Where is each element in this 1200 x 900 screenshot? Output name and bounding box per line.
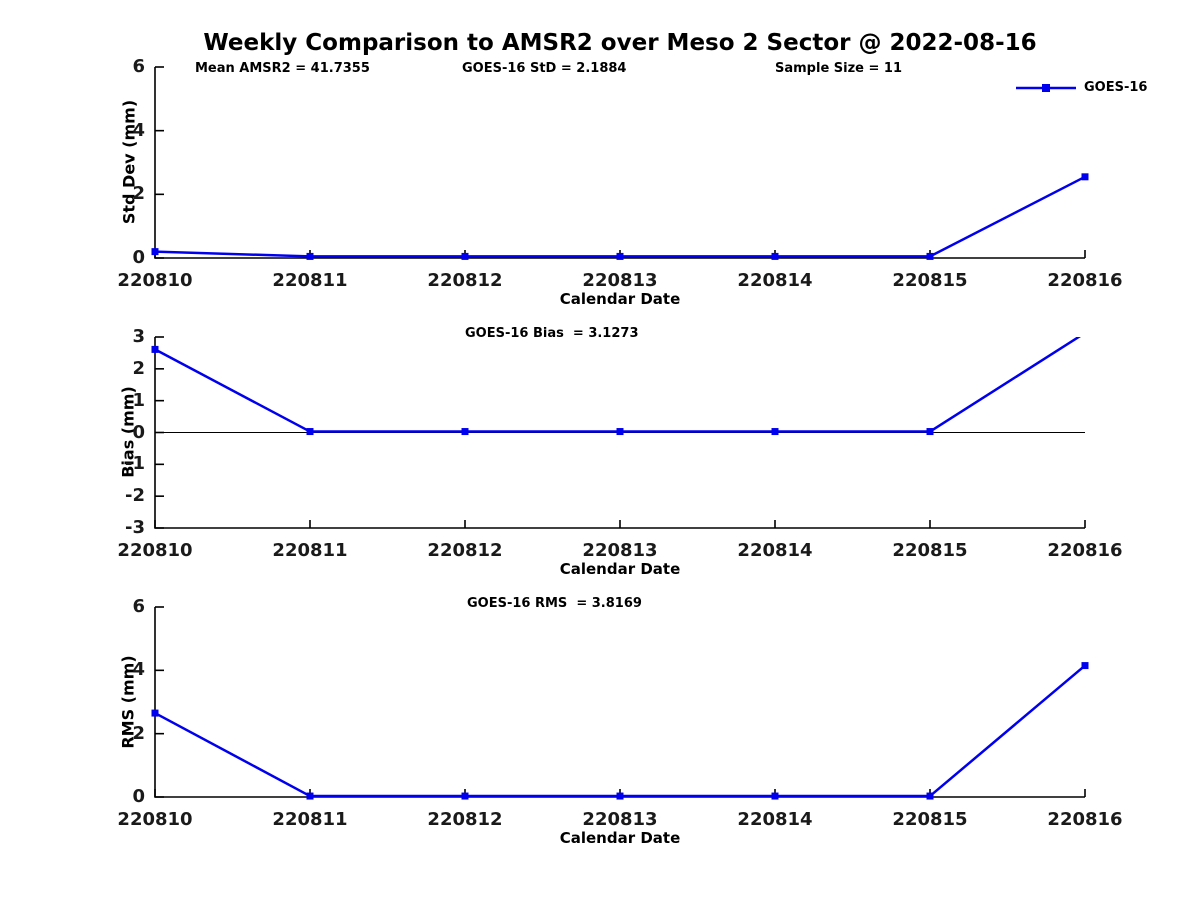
x-tick-label: 220816 <box>1047 270 1123 291</box>
x-tick-label: 220811 <box>272 270 348 291</box>
rms-chart <box>151 606 1089 800</box>
legend-line-marker-icon <box>1016 84 1076 92</box>
annotation-goes16-rms: GOES-16 RMS = 3.8169 <box>467 596 642 611</box>
x-tick-label: 220812 <box>427 540 503 561</box>
x-tick-label: 220815 <box>892 270 968 291</box>
y-tick-label: 0 <box>132 247 145 268</box>
y-tick-label: 2 <box>132 183 145 205</box>
x-tick-label: 220810 <box>117 809 193 830</box>
y-tick-label: 2 <box>132 357 145 379</box>
x-tick-label: 220813 <box>582 270 658 291</box>
x-tick-label: 220812 <box>427 809 503 830</box>
x-axis-label-calendar-date-2: Calendar Date <box>559 560 681 578</box>
stddev-plot: 220810 220811 220812 220813 220814 220815 2208… <box>117 56 1122 291</box>
x-axis-label-calendar-date-1: Calendar Date <box>559 290 681 308</box>
bias-chart <box>151 336 1086 529</box>
legend: GOES-16 <box>1014 80 1194 96</box>
y-tick-label: 3 <box>132 326 145 347</box>
x-tick-label: 220816 <box>1047 809 1123 830</box>
x-tick-label: 220813 <box>582 809 658 830</box>
x-tick-label: 220812 <box>427 270 503 291</box>
y-tick-label: 6 <box>132 56 145 77</box>
y-tick-label: 4 <box>132 659 145 681</box>
y-tick-label: 4 <box>132 119 145 141</box>
annotation-sample-size: Sample Size = 11 <box>775 61 903 76</box>
bias-plot: 220810 220811 220812 220813 220814 220815 2208… <box>117 326 1122 561</box>
y-tick-label: -3 <box>125 517 145 538</box>
y-tick-label: 0 <box>132 786 145 807</box>
annotation-goes16-bias: GOES-16 Bias = 3.1273 <box>465 326 639 341</box>
annotation-goes16-std: GOES-16 StD = 2.1884 <box>462 61 627 76</box>
y-tick-label: 6 <box>132 596 145 617</box>
x-tick-label: 220815 <box>892 540 968 561</box>
x-tick-label: 220813 <box>582 540 658 561</box>
x-tick-label: 220814 <box>737 540 813 561</box>
y-tick-label: -1 <box>125 453 145 475</box>
x-tick-label: 220815 <box>892 809 968 830</box>
rms-plot: 220810 220811 220812 220813 220814 220815 2208… <box>117 596 1122 830</box>
y-tick-label: 2 <box>132 722 145 744</box>
y-axis-label-stddev: Std Dev (mm) <box>119 99 139 225</box>
legend-label: GOES-16 <box>1084 80 1148 95</box>
x-tick-label: 220811 <box>272 809 348 830</box>
x-tick-label: 220814 <box>737 270 813 291</box>
y-tick-label: -2 <box>125 485 145 507</box>
x-tick-label: 220810 <box>117 540 193 561</box>
stddev-chart <box>151 66 1089 260</box>
x-tick-label: 220816 <box>1047 540 1123 561</box>
x-tick-label: 220810 <box>117 270 193 291</box>
y-tick-label: 1 <box>132 389 145 411</box>
x-axis-label-calendar-date-3: Calendar Date <box>559 829 681 847</box>
figure-title: Weekly Comparison to AMSR2 over Meso 2 S… <box>203 30 1037 56</box>
annotation-mean-amsr2: Mean AMSR2 = 41.7355 <box>195 61 370 76</box>
y-tick-label: 0 <box>132 421 145 443</box>
x-tick-label: 220814 <box>737 809 813 830</box>
x-tick-label: 220811 <box>272 540 348 561</box>
